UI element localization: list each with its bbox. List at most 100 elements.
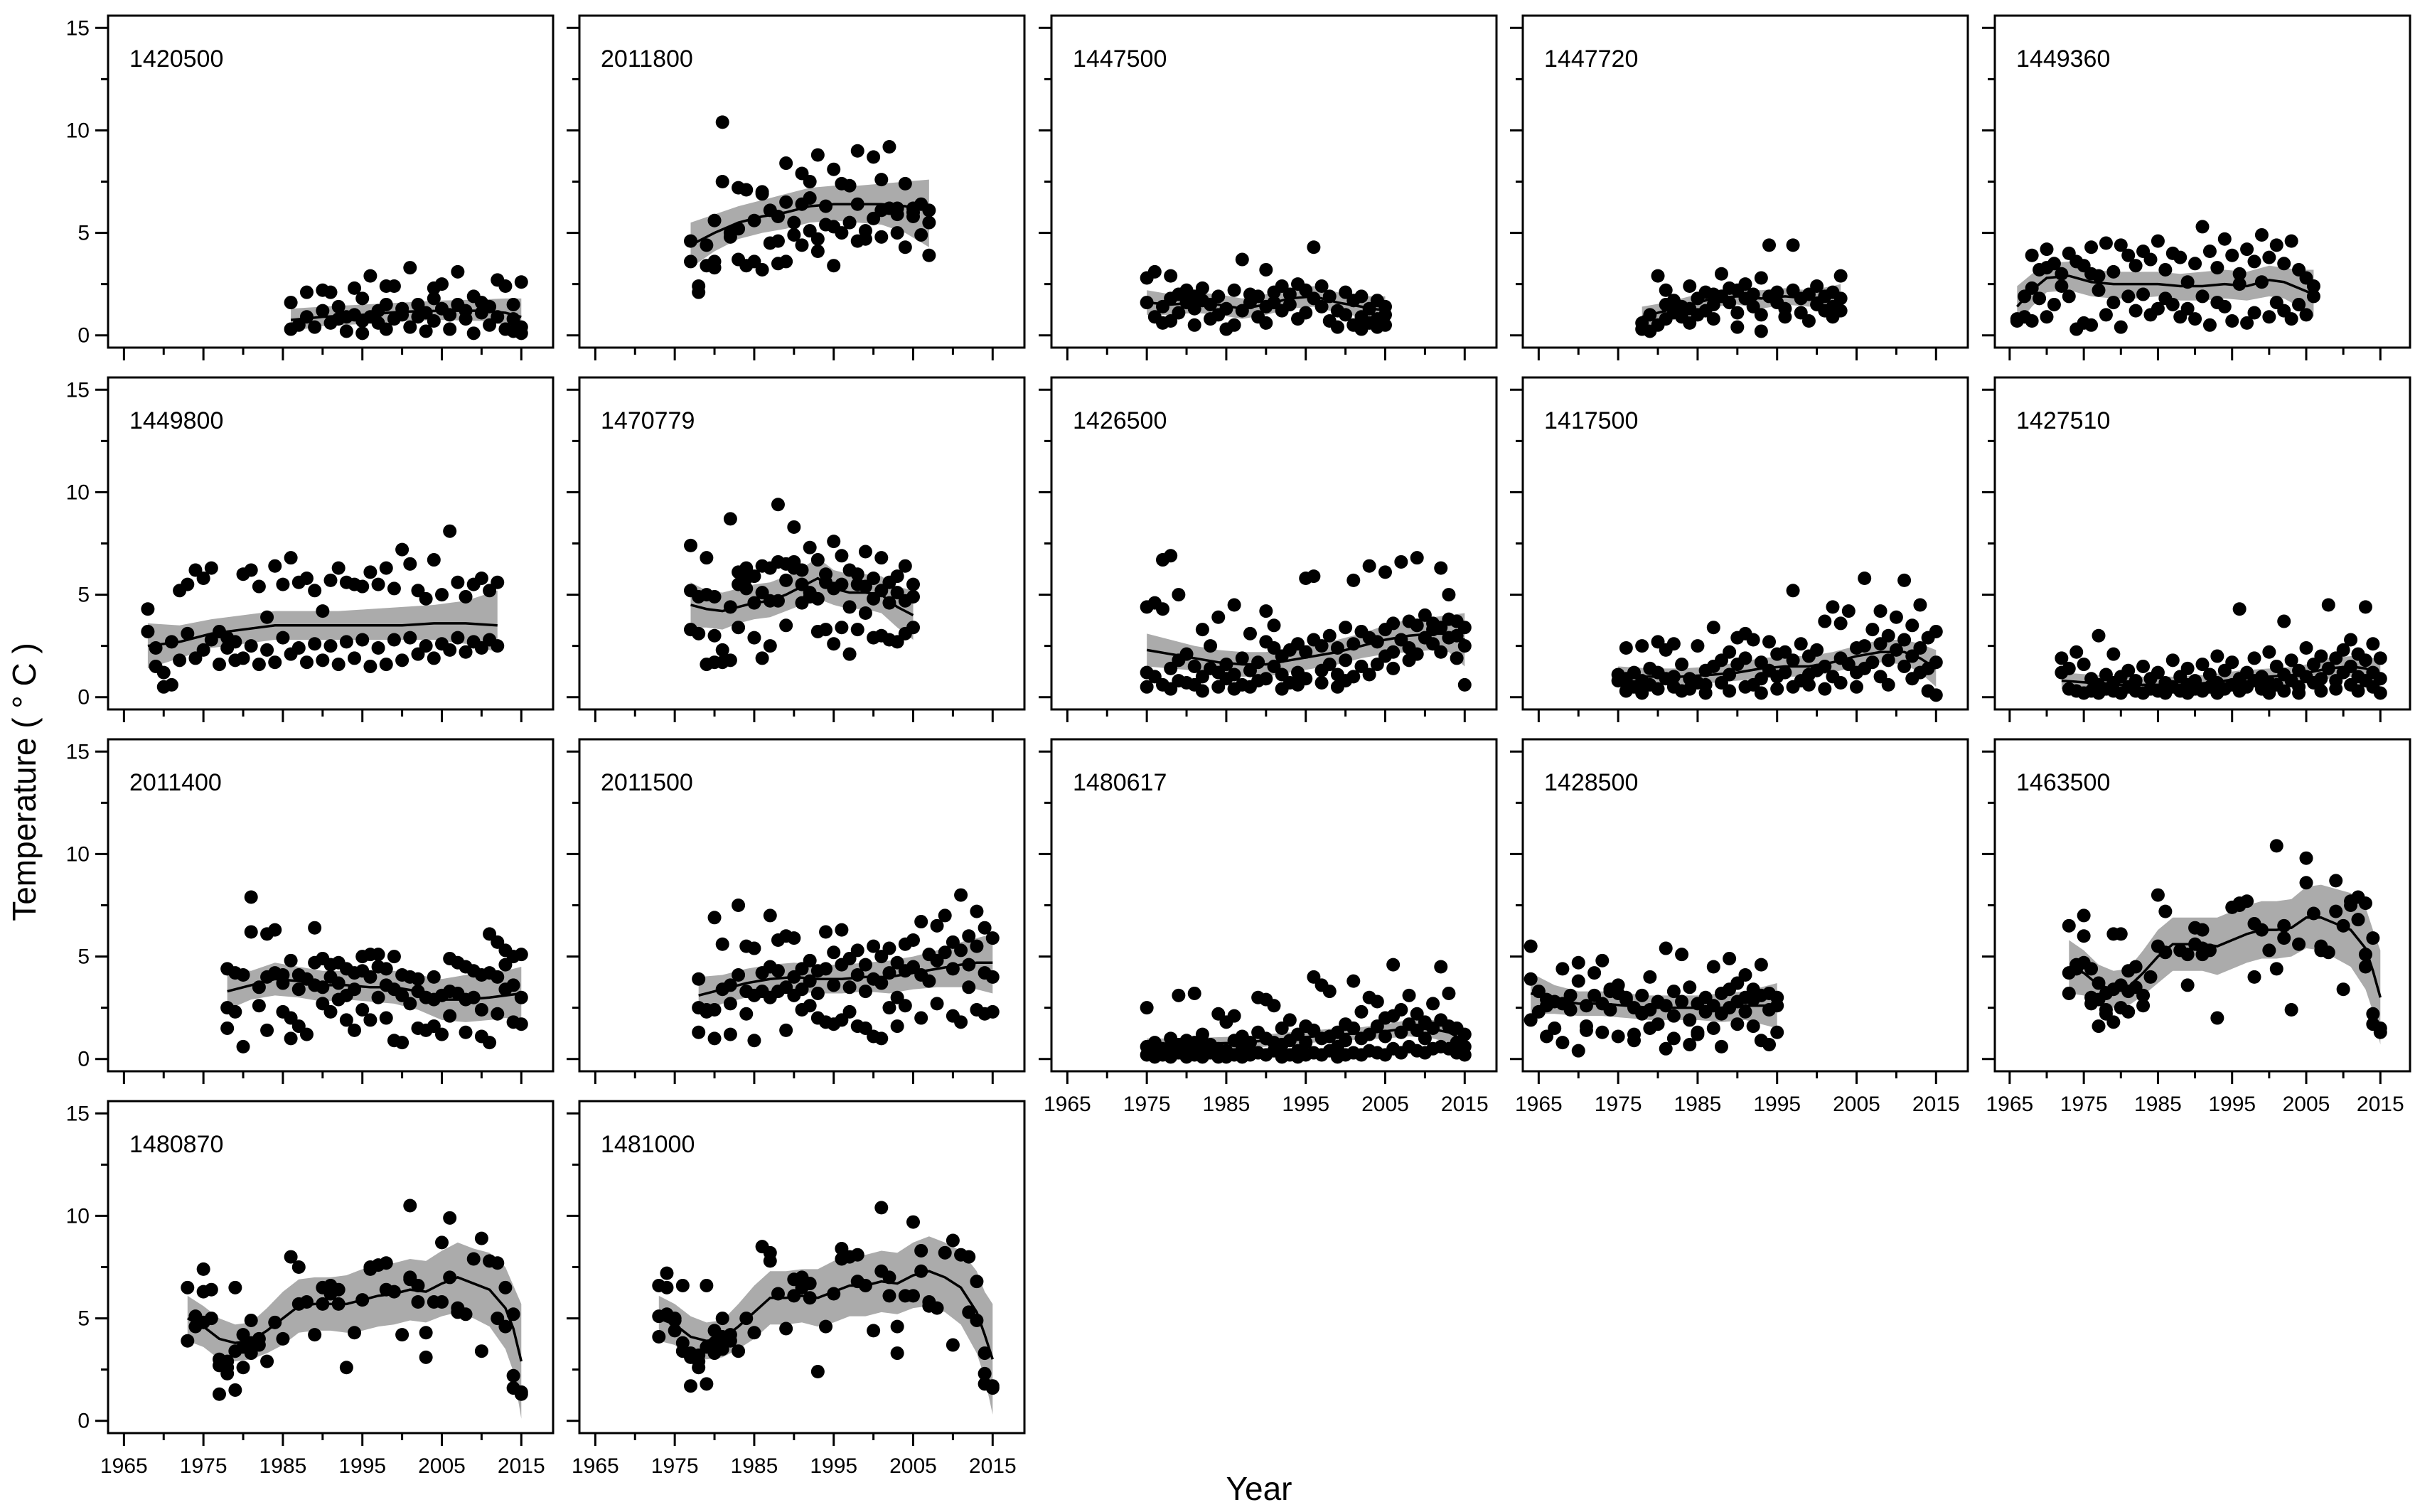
data-point	[1386, 616, 1401, 631]
data-point	[1691, 639, 1705, 653]
data-point	[723, 512, 737, 526]
data-point	[882, 139, 896, 154]
data-point	[2092, 976, 2106, 990]
data-point	[1754, 686, 1768, 700]
data-point	[1571, 955, 1585, 970]
data-point	[2247, 254, 2261, 269]
data-point	[2306, 906, 2320, 921]
x-tick-label: 2005	[889, 1454, 937, 1478]
data-point	[196, 643, 210, 657]
data-point	[1833, 676, 1848, 690]
data-point	[1147, 264, 1162, 279]
data-point	[2225, 248, 2239, 262]
data-point	[755, 262, 769, 277]
x-tick-label: 1995	[2208, 1093, 2256, 1116]
data-point	[2173, 250, 2188, 264]
data-point	[1314, 676, 1329, 690]
x-tick-label: 1975	[1123, 1093, 1171, 1116]
data-point	[779, 1321, 793, 1336]
station-id-label: 1449360	[2016, 45, 2110, 73]
data-point	[149, 641, 163, 655]
data-point	[675, 1278, 690, 1292]
data-point	[747, 631, 761, 645]
data-point	[1299, 672, 1313, 686]
x-tick-label: 1995	[810, 1454, 857, 1478]
data-point	[803, 974, 817, 988]
data-point	[1322, 985, 1337, 999]
data-point	[498, 1280, 513, 1294]
data-point	[2232, 602, 2247, 616]
y-tick-label: 0	[77, 1410, 90, 1433]
data-point	[1457, 677, 1472, 692]
data-point	[498, 279, 513, 294]
data-point	[411, 972, 425, 986]
data-point	[2062, 986, 2076, 1000]
data-point	[842, 980, 857, 994]
data-point	[2254, 227, 2269, 242]
data-point	[419, 324, 433, 338]
y-tick-label: 15	[66, 378, 90, 402]
data-point	[459, 1307, 473, 1321]
data-point	[1659, 941, 1673, 955]
data-point	[1770, 285, 1784, 299]
data-point	[1259, 316, 1273, 330]
data-point	[379, 322, 393, 336]
data-point	[747, 596, 761, 610]
data-point	[2240, 894, 2254, 908]
data-point	[1227, 667, 1241, 682]
confidence-band	[658, 1236, 993, 1415]
data-point	[779, 1023, 793, 1037]
data-point	[747, 1034, 761, 1048]
data-point	[890, 226, 904, 240]
data-point	[1204, 639, 1218, 653]
data-point	[474, 572, 488, 586]
x-tick-label: 1965	[572, 1454, 619, 1478]
data-point	[2202, 943, 2217, 958]
data-point	[763, 908, 777, 923]
data-point	[1457, 1048, 1472, 1062]
data-point	[514, 948, 528, 962]
data-point	[1330, 320, 1344, 334]
data-point	[692, 972, 706, 986]
data-point	[228, 1383, 242, 1397]
x-tick-label: 1975	[180, 1454, 227, 1478]
x-tick-label: 1985	[731, 1454, 778, 1478]
data-point	[1394, 1003, 1408, 1017]
y-tick-label: 10	[66, 842, 90, 866]
data-point	[962, 958, 976, 972]
x-tick-label: 1995	[338, 1454, 386, 1478]
data-point	[660, 1280, 674, 1294]
data-point	[419, 1326, 433, 1340]
data-point	[268, 559, 282, 573]
data-point	[771, 234, 785, 248]
data-point	[1235, 252, 1249, 267]
data-point	[858, 985, 872, 999]
data-point	[1738, 968, 1752, 982]
data-point	[2106, 1015, 2121, 1029]
data-point	[2180, 275, 2195, 289]
data-point	[2165, 297, 2180, 311]
data-point	[1786, 653, 1800, 667]
data-point	[173, 653, 187, 667]
data-point	[2210, 261, 2224, 275]
data-point	[1683, 980, 1697, 994]
data-point	[308, 320, 322, 334]
data-point	[890, 201, 904, 215]
data-point	[2062, 918, 2076, 933]
data-point	[2158, 945, 2173, 960]
data-point	[316, 653, 330, 667]
data-point	[2121, 289, 2136, 304]
data-point	[1738, 277, 1752, 291]
data-point	[1346, 974, 1361, 988]
data-point	[2092, 269, 2106, 283]
data-point	[1410, 618, 1424, 633]
data-point	[985, 931, 1000, 945]
data-point	[930, 997, 944, 1011]
panel: 1447500	[1039, 14, 1498, 360]
data-point	[1643, 308, 1657, 322]
panel: 0 5 10 15 1449800	[66, 376, 555, 722]
panel: 1417500	[1510, 376, 1969, 722]
data-point	[2180, 661, 2195, 675]
data-point	[1786, 584, 1800, 598]
